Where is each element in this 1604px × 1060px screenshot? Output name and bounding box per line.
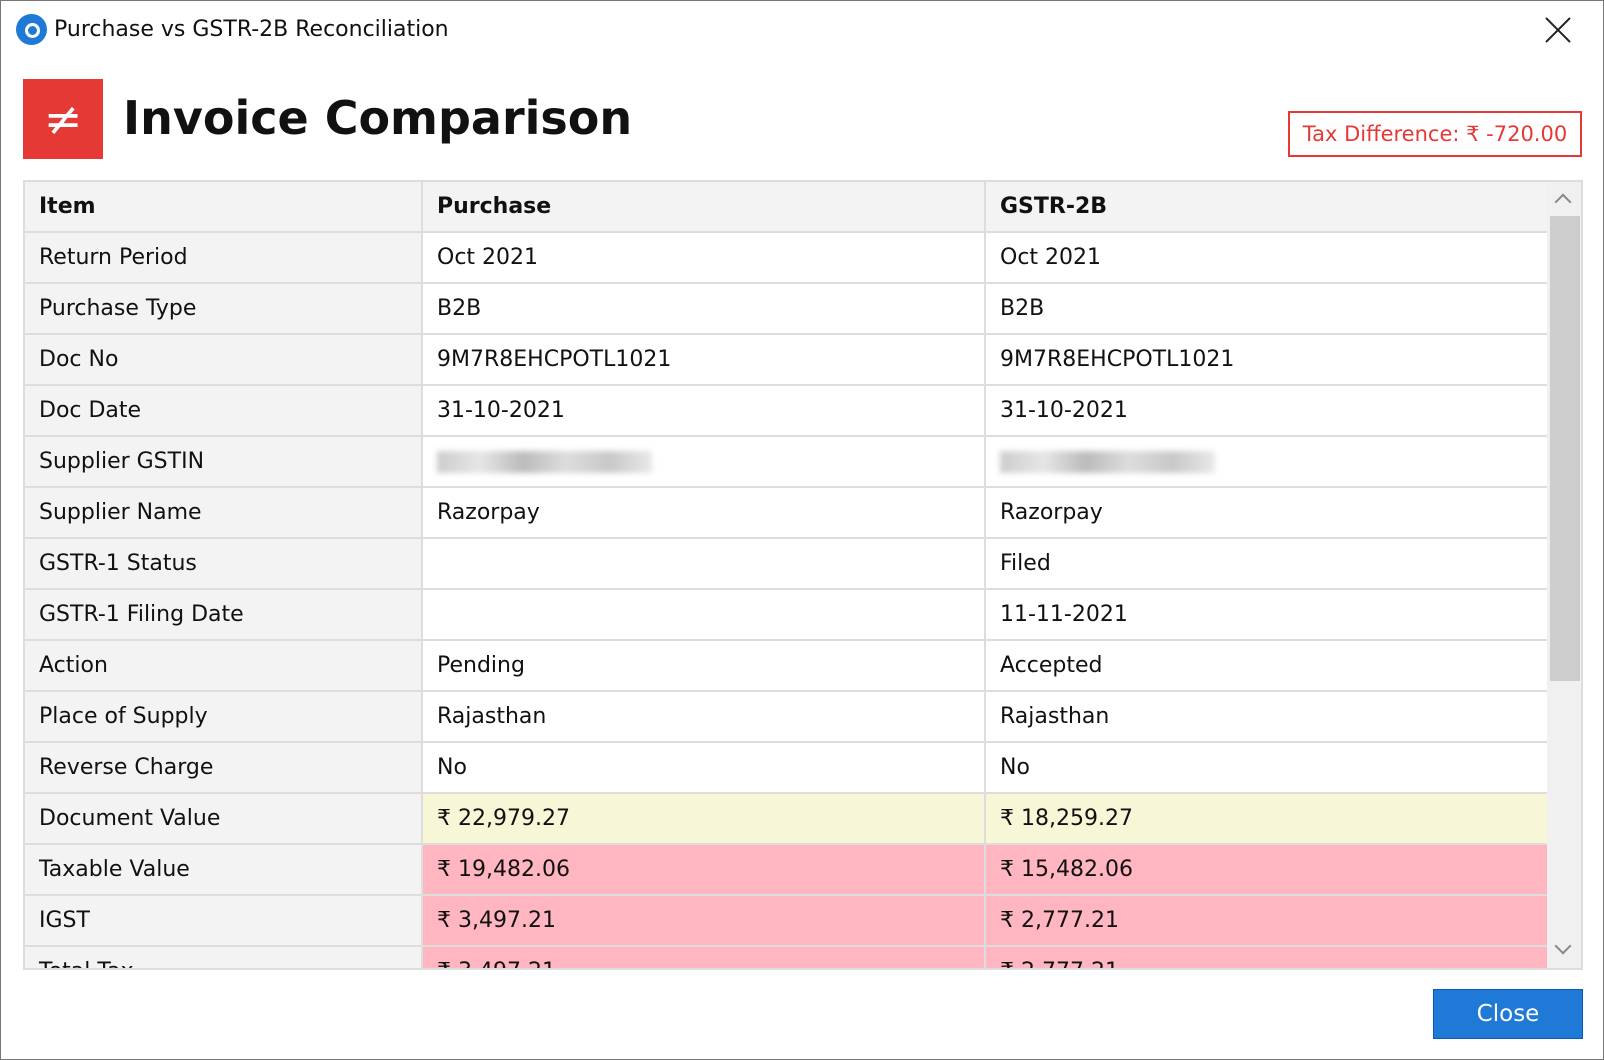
scrollbar[interactable]: [1547, 182, 1581, 968]
table-cell: ₹ 15,482.06: [986, 845, 1549, 896]
table-cell: B2B: [986, 284, 1549, 335]
scroll-thumb[interactable]: [1550, 216, 1580, 681]
redacted: [1000, 450, 1215, 473]
table-cell: Reverse Charge: [25, 743, 423, 794]
table-cell: ₹ 3,497.21: [423, 947, 986, 968]
table-cell: [423, 437, 986, 488]
table-cell: Return Period: [25, 233, 423, 284]
table-row: Doc Date 31-10-2021 31-10-2021: [25, 386, 1549, 437]
table-cell: Document Value: [25, 794, 423, 845]
table-cell: [986, 437, 1549, 488]
table-cell: Accepted: [986, 641, 1549, 692]
grid: Item Purchase GSTR-2B Return Period Oct 2021…: [23, 180, 1583, 970]
table-row: GSTR-1 Status Filed: [25, 539, 1549, 590]
table-row: Return Period Oct 2021 Oct 2021: [25, 233, 1549, 284]
close-button[interactable]: Close: [1433, 989, 1583, 1039]
title-bar: Purchase vs GSTR-2B Reconciliation: [1, 1, 1603, 61]
table-cell: [423, 590, 986, 641]
window-title: Purchase vs GSTR-2B Reconciliation: [54, 17, 449, 42]
table-row: Supplier GSTIN: [25, 437, 1549, 488]
table-cell: Action: [25, 641, 423, 692]
table-cell: Oct 2021: [423, 233, 986, 284]
table-cell: 9M7R8EHCPOTL1021: [423, 335, 986, 386]
table-cell: Place of Supply: [25, 692, 423, 743]
table-cell: Rajasthan: [423, 692, 986, 743]
table-cell: Filed: [986, 539, 1549, 590]
table-cell: Razorpay: [986, 488, 1549, 539]
table-cell: Rajasthan: [986, 692, 1549, 743]
table-cell: 9M7R8EHCPOTL1021: [986, 335, 1549, 386]
column-header: Purchase: [423, 182, 986, 233]
table-cell: Total Tax: [25, 947, 423, 968]
table-cell: IGST: [25, 896, 423, 947]
table-row: IGST ₹ 3,497.21 ₹ 2,777.21: [25, 896, 1549, 947]
table-cell: Doc No: [25, 335, 423, 386]
table: Item Purchase GSTR-2B Return Period Oct 2021…: [25, 182, 1549, 968]
app-icon: [16, 14, 47, 45]
table-cell: Doc Date: [25, 386, 423, 437]
table-row: Doc No 9M7R8EHCPOTL1021 9M7R8EHCPOTL1021: [25, 335, 1549, 386]
table-row: Action Pending Accepted: [25, 641, 1549, 692]
table-cell: [423, 539, 986, 590]
table-cell: Taxable Value: [25, 845, 423, 896]
table-row: Place of Supply Rajasthan Rajasthan: [25, 692, 1549, 743]
tax-difference: Tax Difference: ₹ -720.00: [1288, 111, 1582, 157]
table-row: Purchase Type B2B B2B: [25, 284, 1549, 335]
table-row: Taxable Value ₹ 19,482.06 ₹ 15,482.06: [25, 845, 1549, 896]
header-row: Item Purchase GSTR-2B: [25, 182, 1549, 233]
table-row: Document Value ₹ 22,979.27 ₹ 18,259.27: [25, 794, 1549, 845]
column-header: Item: [25, 182, 423, 233]
table-cell: 11-11-2021: [986, 590, 1549, 641]
close-x[interactable]: [1543, 15, 1573, 45]
table-row: Supplier Name Razorpay Razorpay: [25, 488, 1549, 539]
table-cell: Oct 2021: [986, 233, 1549, 284]
heading: Invoice Comparison: [123, 91, 633, 145]
table-cell: GSTR-1 Status: [25, 539, 423, 590]
table-cell: Razorpay: [423, 488, 986, 539]
table-cell: Purchase Type: [25, 284, 423, 335]
table-cell: ₹ 22,979.27: [423, 794, 986, 845]
table-row: Total Tax₹ 3,497.21₹ 2,777.21: [25, 947, 1549, 968]
table-cell: ₹ 2,777.21: [986, 896, 1549, 947]
table-cell: B2B: [423, 284, 986, 335]
table-cell: ₹ 2,777.21: [986, 947, 1549, 968]
table-cell: ₹ 18,259.27: [986, 794, 1549, 845]
table-cell: 31-10-2021: [986, 386, 1549, 437]
redacted: [437, 450, 652, 473]
icon: ≠: [23, 79, 103, 159]
table-row: Reverse Charge No No: [25, 743, 1549, 794]
table-cell: No: [986, 743, 1549, 794]
table-cell: Pending: [423, 641, 986, 692]
table-cell: No: [423, 743, 986, 794]
table-cell: ₹ 3,497.21: [423, 896, 986, 947]
table-cell: ₹ 19,482.06: [423, 845, 986, 896]
table-cell: GSTR-1 Filing Date: [25, 590, 423, 641]
column-header: GSTR-2B: [986, 182, 1549, 233]
table-cell: Supplier Name: [25, 488, 423, 539]
table-cell: Supplier GSTIN: [25, 437, 423, 488]
table-row: GSTR-1 Filing Date 11-11-2021: [25, 590, 1549, 641]
table-cell: 31-10-2021: [423, 386, 986, 437]
